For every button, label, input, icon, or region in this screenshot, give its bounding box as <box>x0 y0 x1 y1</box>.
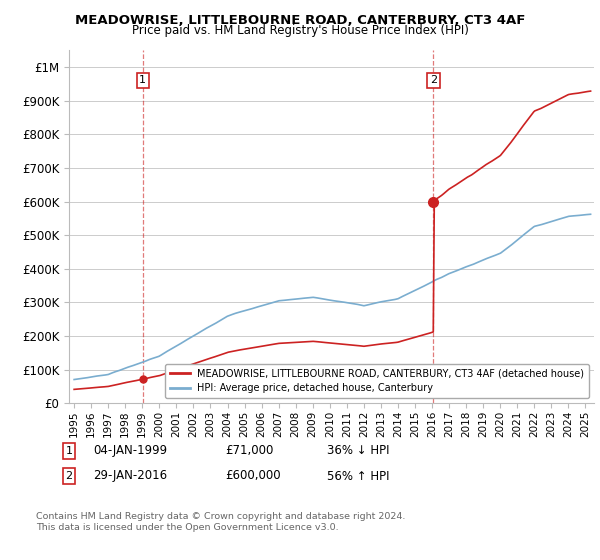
Text: Price paid vs. HM Land Registry's House Price Index (HPI): Price paid vs. HM Land Registry's House … <box>131 24 469 37</box>
Text: £71,000: £71,000 <box>225 444 274 458</box>
Text: 36% ↓ HPI: 36% ↓ HPI <box>327 444 389 458</box>
Text: 29-JAN-2016: 29-JAN-2016 <box>93 469 167 483</box>
Text: 04-JAN-1999: 04-JAN-1999 <box>93 444 167 458</box>
Legend: MEADOWRISE, LITTLEBOURNE ROAD, CANTERBURY, CT3 4AF (detached house), HPI: Averag: MEADOWRISE, LITTLEBOURNE ROAD, CANTERBUR… <box>165 364 589 398</box>
Text: Contains HM Land Registry data © Crown copyright and database right 2024.
This d: Contains HM Land Registry data © Crown c… <box>36 512 406 532</box>
Text: 1: 1 <box>65 446 73 456</box>
Text: 2: 2 <box>65 471 73 481</box>
Text: 1: 1 <box>139 76 146 85</box>
Text: £600,000: £600,000 <box>225 469 281 483</box>
Text: 56% ↑ HPI: 56% ↑ HPI <box>327 469 389 483</box>
Text: 2: 2 <box>430 76 437 85</box>
Text: MEADOWRISE, LITTLEBOURNE ROAD, CANTERBURY, CT3 4AF: MEADOWRISE, LITTLEBOURNE ROAD, CANTERBUR… <box>75 14 525 27</box>
